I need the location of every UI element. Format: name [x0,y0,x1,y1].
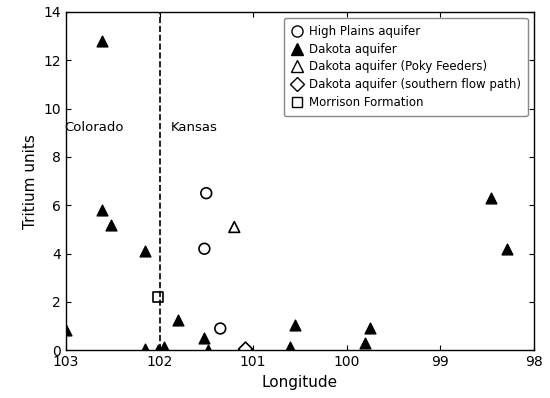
Point [153,347,162,353]
Point [141,346,150,352]
Point [153,294,162,300]
Legend: High Plains aquifer, Dakota aquifer, Dakota aquifer (Poky Feeders), Dakota aquif: High Plains aquifer, Dakota aquifer, Dak… [284,18,527,116]
Point [97,207,106,213]
Point [200,335,209,341]
Point [230,224,239,230]
Point [97,38,106,44]
Point [361,340,370,346]
X-axis label: Longitude: Longitude [262,375,338,390]
Point [503,246,512,252]
Point [200,246,209,252]
Point [204,347,212,353]
Point [216,325,224,332]
Y-axis label: Tritium units: Tritium units [23,134,38,228]
Point [62,326,70,333]
Point [291,322,300,328]
Point [141,248,150,254]
Point [160,343,168,350]
Point [107,221,116,228]
Point [202,190,211,196]
Point [487,195,496,201]
Text: Kansas: Kansas [170,121,218,135]
Point [241,346,250,352]
Point [174,317,183,323]
Text: Colorado: Colorado [64,121,124,135]
Point [286,343,295,350]
Point [365,325,374,332]
